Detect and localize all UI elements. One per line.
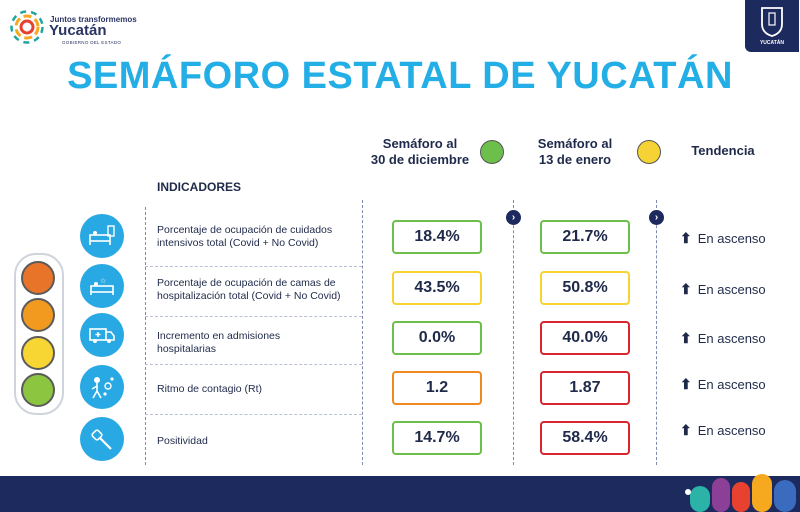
value-jan13: 21.7% [540, 220, 630, 254]
indicators-header: INDICADORES [157, 180, 242, 194]
trend-indicator: ⬆ En ascenso [680, 376, 766, 393]
traffic-light-lamp [21, 298, 55, 332]
yucatan-logo-icon [10, 10, 44, 44]
chevron-right-icon: › [649, 210, 664, 225]
value-dec30: 0.0% [392, 321, 482, 355]
trend-indicator: ⬆ En ascenso [680, 422, 766, 439]
trend-indicator: ⬆ En ascenso [680, 281, 766, 298]
row-divider [145, 414, 362, 415]
indicator-label-line: Porcentaje de ocupación de camas de [157, 277, 336, 289]
trend-label: En ascenso [697, 423, 766, 438]
column-header-jan13-line2: 13 de enero [538, 152, 612, 167]
logo-subtitle: GOBIERNO DEL ESTADO [62, 40, 122, 45]
traffic-light-lamp [21, 261, 55, 295]
trend-indicator: ⬆ En ascenso [680, 230, 766, 247]
green-status-dot [480, 140, 504, 164]
logo-slogan: Juntos transformemos [50, 15, 137, 24]
trend-indicator: ⬆ En ascenso [680, 330, 766, 347]
indicator-label: Incremento en admisiones hospitalarias [157, 330, 280, 356]
column-header-dec30: Semáforo al 30 de diciembre [360, 136, 480, 168]
svg-text:☆: ☆ [100, 277, 106, 285]
value-dec30: 1.2 [392, 371, 482, 405]
separator [513, 200, 514, 465]
arrow-up-icon: ⬆ [680, 281, 692, 297]
indicator-label-line: hospitalización total (Covid + No Covid) [157, 290, 341, 302]
value-jan13: 40.0% [540, 321, 630, 355]
arrow-up-icon: ⬆ [680, 330, 692, 346]
row-divider [145, 364, 362, 365]
column-header-jan13: Semáforo al 13 de enero [525, 136, 625, 168]
seal-label: YUCATÁN [759, 40, 785, 46]
arrow-up-icon: ⬆ [680, 230, 692, 246]
decorative-pattern-icon [685, 474, 796, 512]
indicator-label: Positividad [157, 435, 208, 448]
column-header-trend: Tendencia [691, 143, 755, 158]
page-title: SEMÁFORO ESTATAL DE YUCATÁN [67, 55, 733, 97]
indicator-label-line: hospitalarias [157, 343, 216, 355]
yellow-status-dot [637, 140, 661, 164]
trend-label: En ascenso [697, 377, 766, 392]
ambulance-icon [80, 313, 124, 357]
value-dec30: 43.5% [392, 271, 482, 305]
indicator-label: Ritmo de contagio (Rt) [157, 383, 262, 396]
trend-label: En ascenso [697, 282, 766, 297]
hospital-bed-icon: ☆ [80, 264, 124, 308]
trend-label: En ascenso [697, 331, 766, 346]
value-jan13: 58.4% [540, 421, 630, 455]
column-header-jan13-line1: Semáforo al [537, 136, 613, 151]
separator [362, 200, 363, 465]
icu-bed-icon [80, 214, 124, 258]
indicator-label: Porcentaje de ocupación de camas de hosp… [157, 277, 341, 303]
footer-bar [0, 476, 800, 512]
chevron-right-icon: › [506, 210, 521, 225]
trend-label: En ascenso [697, 231, 766, 246]
value-dec30: 18.4% [392, 220, 482, 254]
indicator-label-line: intensivos total (Covid + No Covid) [157, 237, 319, 249]
indicator-label-line: Porcentaje de ocupación de cuidados [157, 224, 333, 236]
arrow-up-icon: ⬆ [680, 376, 692, 392]
indicator-label-line: Positividad [157, 435, 208, 447]
value-dec30: 14.7% [392, 421, 482, 455]
shield-icon [761, 7, 783, 37]
separator [656, 200, 657, 465]
value-jan13: 1.87 [540, 371, 630, 405]
indicator-label-line: Ritmo de contagio (Rt) [157, 383, 263, 395]
state-seal [745, 0, 799, 52]
row-divider [145, 266, 362, 267]
indicator-label-line: Incremento en admisiones [157, 330, 281, 342]
separator [145, 207, 146, 465]
row-divider [145, 316, 362, 317]
value-jan13: 50.8% [540, 271, 630, 305]
indicator-label: Porcentaje de ocupación de cuidados inte… [157, 224, 332, 250]
column-header-dec30-line2: 30 de diciembre [370, 152, 470, 167]
contagion-icon [80, 365, 124, 409]
traffic-light-lamp [21, 373, 55, 407]
test-swab-icon [80, 417, 124, 461]
column-header-dec30-line1: Semáforo al [382, 136, 458, 151]
logo-name: Yucatán [49, 22, 107, 39]
arrow-up-icon: ⬆ [680, 422, 692, 438]
traffic-light-lamp [21, 336, 55, 370]
